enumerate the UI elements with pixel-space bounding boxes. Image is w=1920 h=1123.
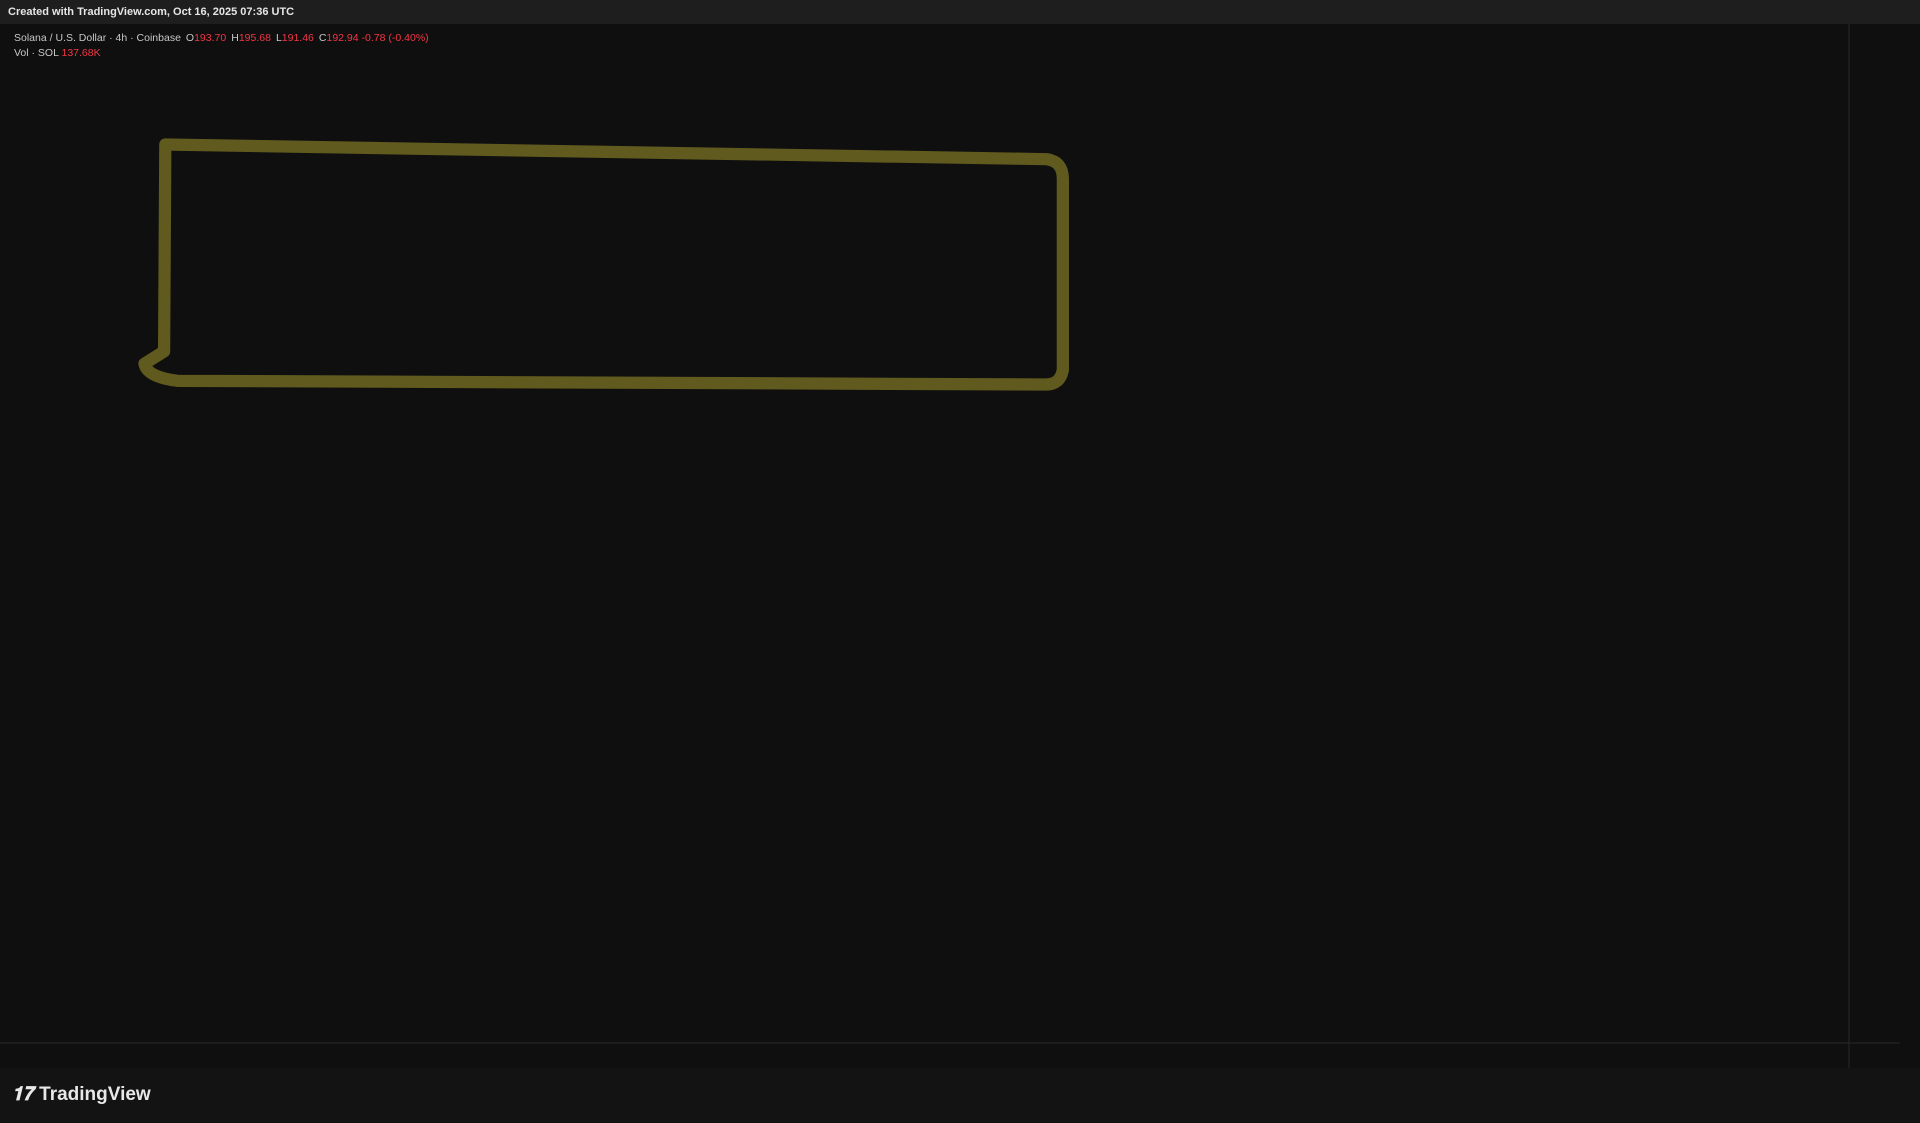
legend-row: Vol · SOL 137.68K bbox=[14, 46, 429, 61]
footer-logo: 𝟏𝟕 TradingView bbox=[12, 1084, 151, 1106]
ohlc-value: 193.70 bbox=[194, 32, 227, 44]
change: -0.78 (-0.40%) bbox=[361, 32, 429, 44]
watermark: Created with TradingView.com, Oct 16, 20… bbox=[0, 0, 1920, 24]
ohlc-key: C bbox=[318, 32, 327, 44]
logo-icon: 𝟏𝟕 bbox=[12, 1084, 34, 1105]
ohlc-key: H bbox=[231, 32, 239, 44]
ohlc-key: L bbox=[275, 32, 282, 44]
ohlc-key: O bbox=[185, 32, 195, 44]
ohlc-value: 192.94 bbox=[326, 32, 359, 44]
logo-text: TradingView bbox=[39, 1084, 151, 1105]
chart bbox=[0, 24, 1900, 1068]
ohlc-value: 195.68 bbox=[238, 32, 271, 44]
range-box bbox=[138, 138, 1069, 391]
legend-row: Solana / U.S. Dollar · 4h · Coinbase O193… bbox=[14, 31, 429, 46]
symbol: Solana / U.S. Dollar · 4h · Coinbase bbox=[14, 32, 181, 44]
vol-name: Vol · SOL bbox=[14, 47, 59, 59]
footer bbox=[0, 1068, 1920, 1123]
vol-value: 137.68K bbox=[61, 47, 101, 59]
ohlc-value: 191.46 bbox=[281, 32, 314, 44]
legend: Solana / U.S. Dollar · 4h · Coinbase O193… bbox=[14, 31, 429, 61]
chart-bg bbox=[0, 24, 1900, 1068]
